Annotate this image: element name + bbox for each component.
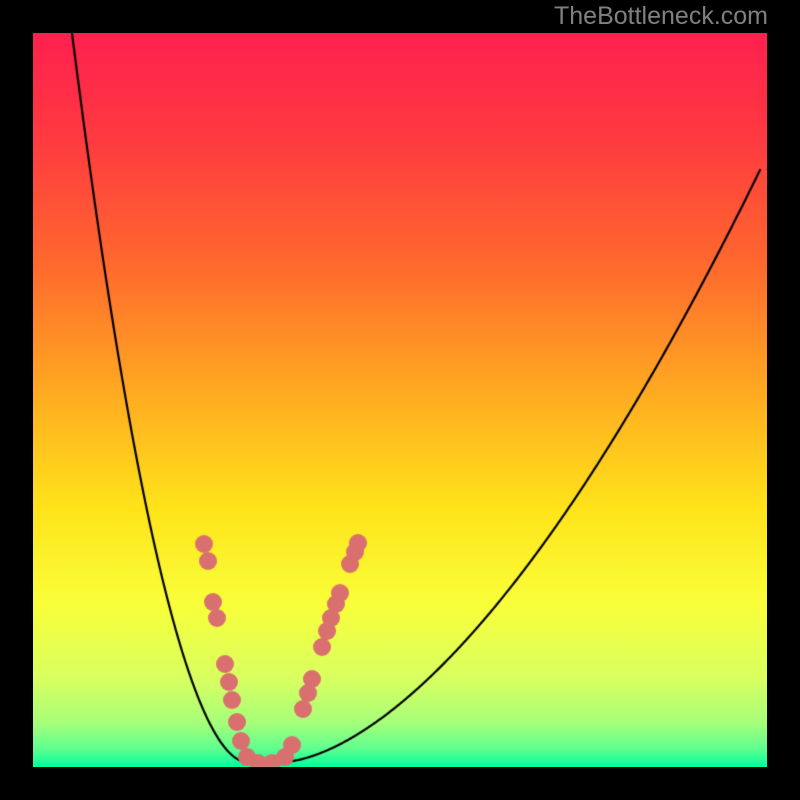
bottleneck-curve [0,0,800,800]
chart-root: TheBottleneck.com [0,0,800,800]
watermark-text: TheBottleneck.com [554,2,768,31]
